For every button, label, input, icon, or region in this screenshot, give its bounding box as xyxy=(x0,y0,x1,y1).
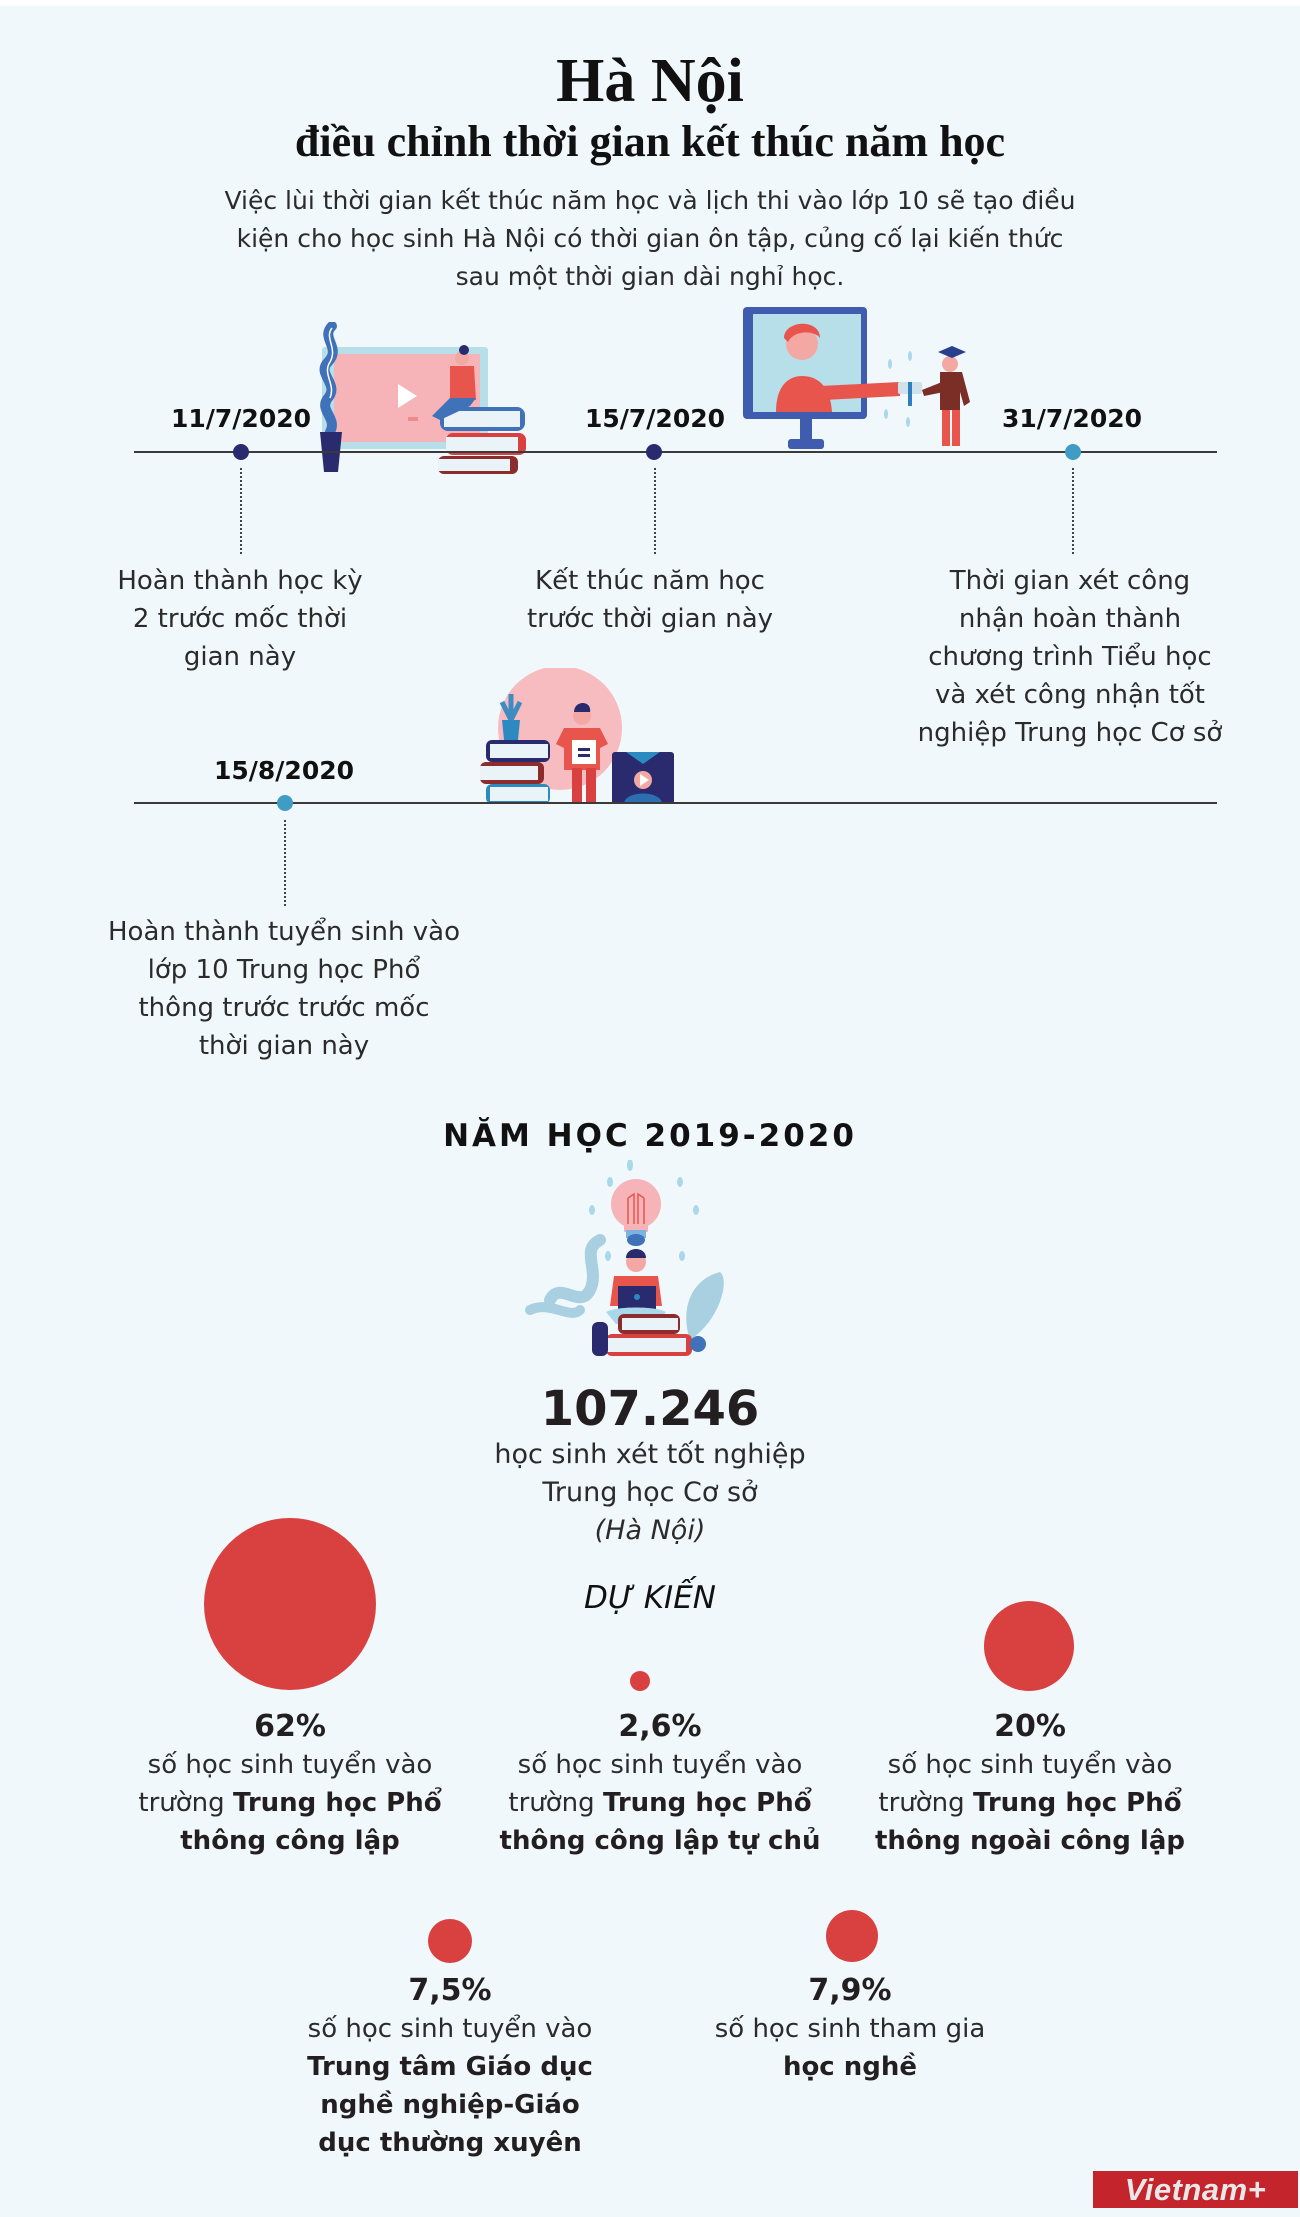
stat-text: học nghề xyxy=(700,2048,1000,2086)
stat-text: số học sinh tuyển vào xyxy=(517,1750,803,1780)
stat-bubble-7-9 xyxy=(826,1910,878,1962)
stat-percent: 2,6% xyxy=(618,1709,702,1744)
timeline-connector xyxy=(240,468,242,554)
description-line: và xét công nhận tốt xyxy=(934,680,1205,710)
timeline-description: Kết thúc năm học trước thời gian này xyxy=(500,562,800,638)
total-students-value: 107.246 xyxy=(540,1381,760,1437)
timeline-marker xyxy=(1065,444,1081,460)
stat-bold: Trung học Phổ thông công lập xyxy=(180,1788,442,1856)
timeline-marker xyxy=(233,444,249,460)
description-line: nhận hoàn thành xyxy=(958,604,1182,634)
stat-text: trường Trung học Phổ thông công lập tự c… xyxy=(495,1784,825,1860)
description-line: gian này xyxy=(183,642,297,672)
timeline-marker xyxy=(646,444,662,460)
page-title: Hà Nội xyxy=(556,47,744,115)
intro-line: kiện cho học sinh Hà Nội có thời gian ôn… xyxy=(236,224,1064,253)
stat-prefix: trường xyxy=(508,1788,603,1818)
student-study-illustration xyxy=(450,668,675,804)
label-line: học sinh xét tốt nghiệp xyxy=(494,1439,806,1470)
stat-bold: Trung tâm Giáo dục nghề nghiệp-Giáo dục … xyxy=(307,2052,593,2158)
intro-line: sau một thời gian dài nghỉ học. xyxy=(455,262,845,291)
location-label: (Hà Nội) xyxy=(594,1515,706,1546)
stat-bubble-2-6 xyxy=(630,1671,650,1691)
stat-bold: Trung học Phổ thông công lập tự chủ xyxy=(499,1788,821,1856)
timeline-date: 31/7/2020 xyxy=(1001,404,1143,433)
vietnamplus-logo: Vietnam+ xyxy=(1093,2171,1298,2208)
description-line: Hoàn thành học kỳ xyxy=(117,566,363,596)
stat-percent: 7,9% xyxy=(808,1973,892,2008)
timeline-date: 15/8/2020 xyxy=(213,756,355,785)
stat-item: 7,5% số học sinh tuyển vào Trung tâm Giá… xyxy=(300,1972,600,2162)
total-students-label: học sinh xét tốt nghiệp Trung học Cơ sở … xyxy=(0,1436,1300,1550)
infographic-canvas xyxy=(0,6,1300,2217)
stat-text: số học sinh tuyển vào xyxy=(887,1750,1173,1780)
stat-prefix: trường xyxy=(878,1788,973,1818)
stat-bubble-20 xyxy=(984,1601,1074,1691)
description-line: Kết thúc năm học xyxy=(535,566,765,596)
timeline-date: 11/7/2020 xyxy=(170,404,312,433)
stat-text: Trung tâm Giáo dục nghề nghiệp-Giáo dục … xyxy=(300,2048,600,2162)
stat-bubble-7-5 xyxy=(428,1919,472,1963)
timeline-axis xyxy=(134,802,1217,804)
page-subtitle: điều chỉnh thời gian kết thúc năm học xyxy=(294,117,1006,166)
online-learning-illustration xyxy=(318,322,528,474)
description-line: thời gian này xyxy=(198,1031,370,1061)
description-line: nghiệp Trung học Cơ sở xyxy=(917,718,1223,748)
stat-percent: 20% xyxy=(994,1709,1066,1744)
stat-percent: 62% xyxy=(254,1709,326,1744)
description-line: Thời gian xét công xyxy=(949,566,1191,596)
timeline-date: 15/7/2020 xyxy=(584,404,726,433)
timeline-description: Hoàn thành học kỳ 2 trước mốc thời gian … xyxy=(90,562,390,676)
timeline-connector xyxy=(1072,468,1074,554)
description-line: trước thời gian này xyxy=(526,604,774,634)
timeline-description: Thời gian xét công nhận hoàn thành chươn… xyxy=(900,562,1240,752)
description-line: chương trình Tiểu học xyxy=(928,642,1212,672)
stat-bold: Trung học Phổ thông ngoài công lập xyxy=(875,1788,1185,1856)
stat-text: số học sinh tuyển vào xyxy=(147,1750,433,1780)
stat-text: số học sinh tuyển vào xyxy=(307,2014,593,2044)
stat-percent: 7,5% xyxy=(408,1973,492,2008)
section-title: NĂM HỌC 2019-2020 xyxy=(443,1118,857,1154)
stat-item: 20% số học sinh tuyển vào trường Trung h… xyxy=(860,1708,1200,1860)
description-line: 2 trước mốc thời xyxy=(132,604,348,634)
intro-paragraph: Việc lùi thời gian kết thúc năm học và l… xyxy=(190,182,1110,296)
stat-bubble-62 xyxy=(204,1518,376,1690)
online-graduation-illustration xyxy=(740,304,980,454)
timeline-description: Hoàn thành tuyển sinh vào lớp 10 Trung h… xyxy=(84,913,484,1065)
stat-text: số học sinh tham gia xyxy=(714,2014,986,2044)
stat-item: 2,6% số học sinh tuyển vào trường Trung … xyxy=(495,1708,825,1860)
stat-prefix: trường xyxy=(138,1788,233,1818)
timeline-axis xyxy=(134,451,1217,453)
description-line: lớp 10 Trung học Phổ xyxy=(147,955,421,985)
stat-bold: học nghề xyxy=(782,2052,918,2082)
timeline-connector xyxy=(284,820,286,906)
stat-item: 7,9% số học sinh tham gia học nghề xyxy=(700,1972,1000,2086)
description-line: Hoàn thành tuyển sinh vào xyxy=(108,917,460,947)
intro-line: Việc lùi thời gian kết thúc năm học và l… xyxy=(224,186,1076,215)
timeline-marker xyxy=(277,795,293,811)
forecast-label: DỰ KIẾN xyxy=(584,1580,716,1616)
description-line: thông trước trước mốc xyxy=(138,993,430,1023)
stat-text: trường Trung học Phổ thông ngoài công lậ… xyxy=(860,1784,1200,1860)
stat-text: trường Trung học Phổ thông công lập xyxy=(130,1784,450,1860)
lightbulb-student-illustration xyxy=(520,1160,760,1360)
timeline-connector xyxy=(654,468,656,554)
stat-item: 62% số học sinh tuyển vào trường Trung h… xyxy=(130,1708,450,1860)
label-line: Trung học Cơ sở xyxy=(542,1477,758,1508)
